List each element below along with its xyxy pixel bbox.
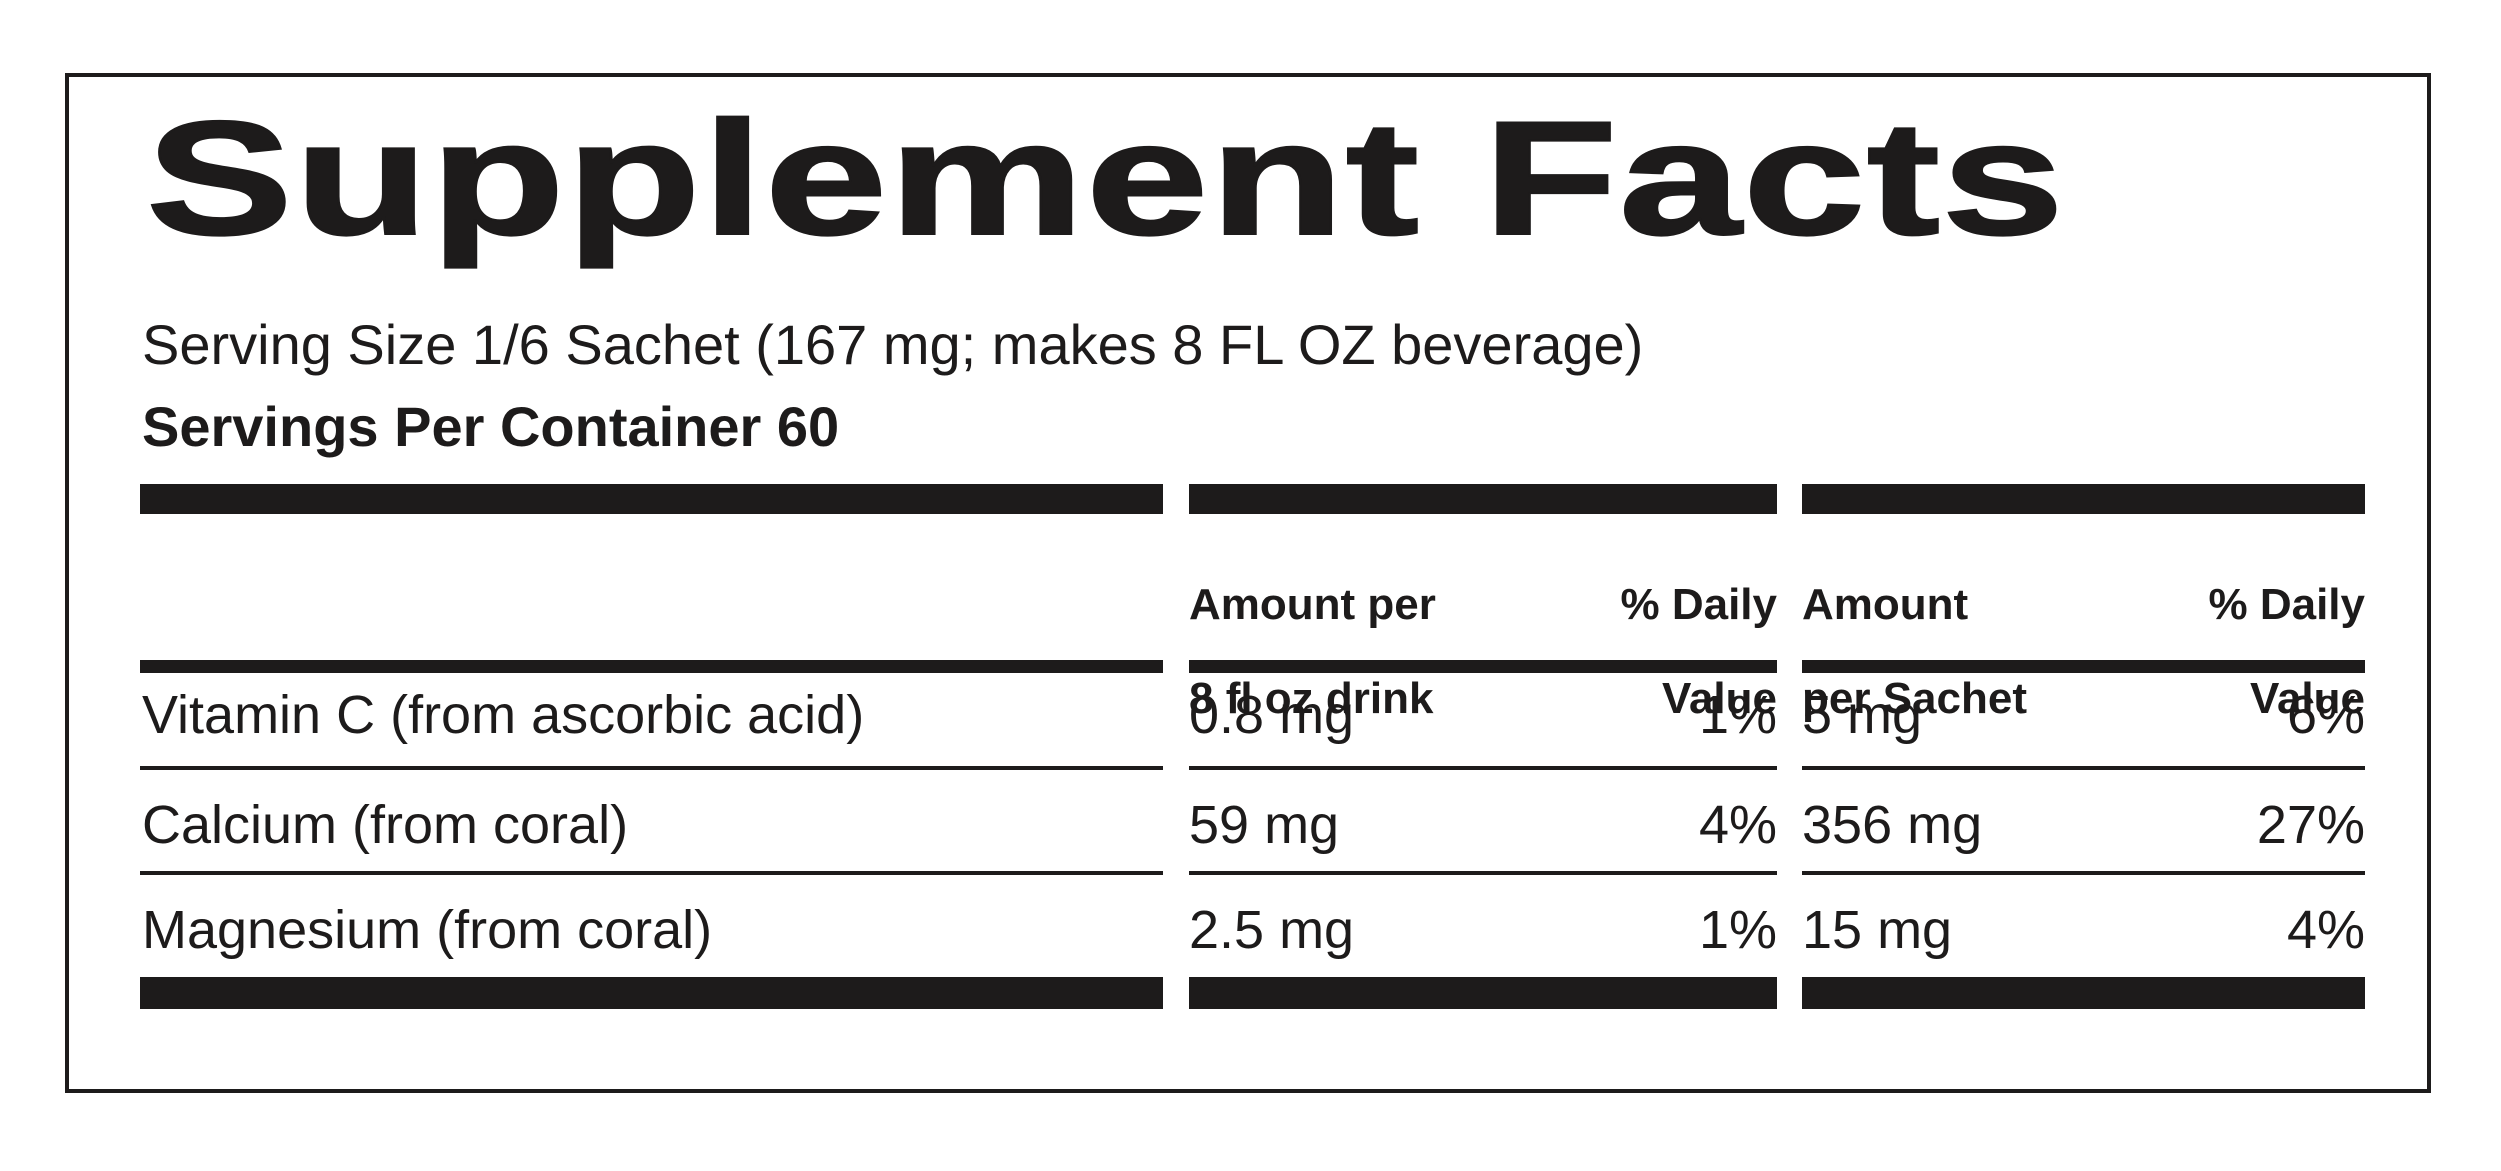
amount-per-drink-value: 0.8 mg [1189,685,1355,745]
row-divider-segment-middle [1189,766,1777,770]
header-separator-bar-segment-middle [1189,660,1777,673]
nutrient-name: Magnesium (from coral) [142,900,713,960]
daily-value-sachet: 6% [2286,685,2365,745]
nutrient-name: Vitamin C (from ascorbic acid) [142,685,865,745]
bottom-separator-bar-segment-right [1802,977,2365,1009]
column-header-line: Value [1662,674,1777,723]
column-header-amount-per-sachet: Amount per Sachet [1802,534,2027,722]
bottom-separator-bar-segment-left [140,977,1163,1009]
daily-value-drink: 1% [1698,900,1777,960]
header-separator-bar-segment-right [1802,660,2365,673]
daily-value-sachet: 4% [2286,900,2365,960]
amount-per-sachet-value: 15 mg [1802,900,1953,960]
column-header-line: 8 fl oz drink [1189,674,1434,723]
row-divider-segment-middle [1189,871,1777,875]
top-separator-bar-segment-left [140,484,1163,514]
top-separator-bar-segment-right [1802,484,2365,514]
label-border [65,73,2431,1093]
column-header-line: Value [2250,674,2365,723]
amount-per-drink-value: 59 mg [1189,795,1340,855]
column-header-daily-value-sachet: % Daily Value [2208,534,2365,722]
amount-per-sachet-value: 356 mg [1802,795,1983,855]
column-header-line: Amount [1802,580,1969,629]
column-header-line: Amount per [1189,580,1436,629]
row-divider-segment-left [140,766,1163,770]
amount-per-drink-value: 2.5 mg [1189,900,1355,960]
servings-per-container-text: Servings Per Container 60 [142,395,840,458]
panel-title: Supplement Facts [145,88,2066,269]
column-header-daily-value-drink: % Daily Value [1620,534,1777,722]
daily-value-drink: 4% [1698,795,1777,855]
header-separator-bar-segment-left [140,660,1163,673]
daily-value-drink: 1% [1698,685,1777,745]
daily-value-sachet: 27% [2256,795,2365,855]
serving-size-text: Serving Size 1/6 Sachet (167 mg; makes 8… [142,313,1644,376]
column-header-line: per Sachet [1802,674,2027,723]
bottom-separator-bar-segment-middle [1189,977,1777,1009]
top-separator-bar-segment-middle [1189,484,1777,514]
row-divider-segment-right [1802,871,2365,875]
row-divider-segment-left [140,871,1163,875]
row-divider-segment-right [1802,766,2365,770]
column-header-amount-per-drink: Amount per 8 fl oz drink [1189,534,1436,722]
column-header-line: % Daily [2208,580,2365,629]
nutrient-name: Calcium (from coral) [142,795,629,855]
column-header-line: % Daily [1620,580,1777,629]
amount-per-sachet-value: 5 mg [1802,685,1923,745]
